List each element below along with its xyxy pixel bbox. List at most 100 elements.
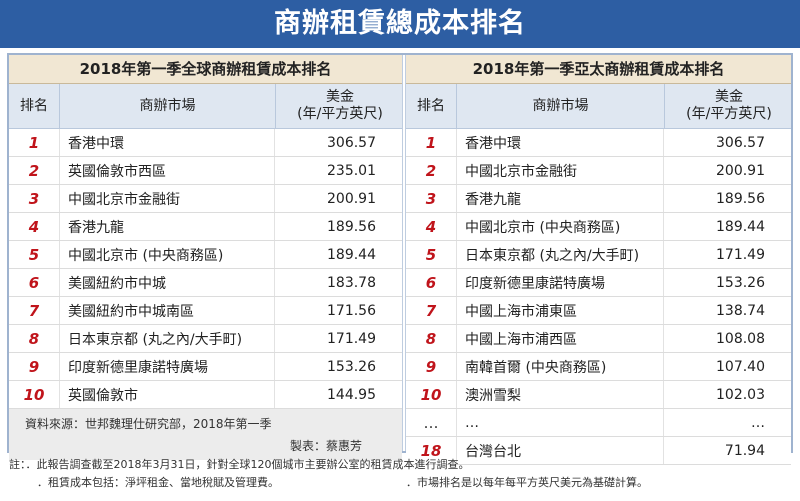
usd-cell: 108.08 bbox=[663, 325, 791, 352]
table-row: 5 中國北京市 (中央商務區) 189.44 bbox=[9, 241, 402, 269]
table-row: 3 香港九龍 189.56 bbox=[406, 185, 791, 213]
market-cell: 香港中環 bbox=[59, 129, 274, 156]
market-cell: 美國紐約市中城南區 bbox=[59, 297, 274, 324]
market-cell: 中國上海市浦東區 bbox=[456, 297, 663, 324]
rank-cell: 10 bbox=[23, 385, 45, 404]
rank-cell: 2 bbox=[425, 161, 437, 180]
market-cell: 印度新德里康諾特廣場 bbox=[456, 269, 663, 296]
apac-table-title: 2018年第一季亞太商辦租賃成本排名 bbox=[406, 55, 791, 84]
table-row: 2 英國倫敦市西區 235.01 bbox=[9, 157, 402, 185]
rank-cell: 10 bbox=[420, 385, 442, 404]
usd-header: 美金 (年/平方英尺) bbox=[275, 84, 404, 128]
market-cell: 中國上海市浦西區 bbox=[456, 325, 663, 352]
usd-cell: 235.01 bbox=[274, 157, 402, 184]
source-note: 資料來源：世邦魏理仕研究部，2018年第一季 bbox=[25, 417, 272, 431]
producer-credit: 製表：蔡惠芳 bbox=[289, 439, 362, 453]
usd-cell: 102.03 bbox=[663, 381, 791, 408]
rank-header: 排名 bbox=[20, 97, 48, 114]
table-row: 6 印度新德里康諾特廣場 153.26 bbox=[406, 269, 791, 297]
rank-cell: 6 bbox=[28, 273, 40, 292]
table-row: 8 中國上海市浦西區 108.08 bbox=[406, 325, 791, 353]
market-cell: 台灣台北 bbox=[456, 437, 663, 464]
rank-cell: 4 bbox=[28, 217, 40, 236]
rank-cell: 3 bbox=[28, 189, 40, 208]
footnote-survey-scope: 註：．此報告調查截至2018年3月31日，針對全球120個城市主要辦公室的租賃成… bbox=[9, 458, 470, 471]
rank-cell: 18 bbox=[420, 441, 442, 460]
table-row: 9 印度新德里康諾特廣場 153.26 bbox=[9, 353, 402, 381]
table-row: 3 中國北京市金融街 200.91 bbox=[9, 185, 402, 213]
usd-cell: 171.49 bbox=[663, 241, 791, 268]
usd-cell: 189.44 bbox=[274, 241, 402, 268]
usd-cell: 306.57 bbox=[663, 129, 791, 156]
table-row: 4 中國北京市 (中央商務區) 189.44 bbox=[406, 213, 791, 241]
market-cell: 香港九龍 bbox=[59, 213, 274, 240]
table-row: 18 台灣台北 71.94 bbox=[406, 437, 791, 465]
apac-ranking-panel: 2018年第一季亞太商辦租賃成本排名 排名 商辦市場 美金 (年/平方英尺) 1… bbox=[406, 55, 791, 465]
market-cell: 中國北京市 (中央商務區) bbox=[456, 213, 663, 240]
usd-cell: 71.94 bbox=[663, 437, 791, 464]
table-row: 7 中國上海市浦東區 138.74 bbox=[406, 297, 791, 325]
global-table-body: 1 香港中環 306.57 2 英國倫敦市西區 235.01 3 中國北京市金融街 200.91… bbox=[9, 129, 402, 409]
apac-table-header: 排名 商辦市場 美金 (年/平方英尺) bbox=[406, 84, 791, 129]
panel-divider bbox=[402, 55, 406, 451]
market-header: 商辦市場 bbox=[59, 84, 275, 128]
usd-header-label: 美金 bbox=[326, 89, 354, 105]
rank-cell: 1 bbox=[28, 133, 40, 152]
market-cell: 中國北京市金融街 bbox=[59, 185, 274, 212]
market-cell: 印度新德里康諾特廣場 bbox=[59, 353, 274, 380]
table-row: 9 南韓首爾 (中央商務區) 107.40 bbox=[406, 353, 791, 381]
market-cell: 英國倫敦市西區 bbox=[59, 157, 274, 184]
apac-table-body: 1 香港中環 306.57 2 中國北京市金融街 200.91 3 香港九龍 189.56 4 中國… bbox=[406, 129, 791, 465]
usd-cell: … bbox=[663, 409, 791, 436]
market-cell: 香港中環 bbox=[456, 129, 663, 156]
market-cell: 澳洲雪梨 bbox=[456, 381, 663, 408]
rank-cell: 9 bbox=[425, 357, 437, 376]
rank-cell: 8 bbox=[28, 329, 40, 348]
usd-header-label: 美金 bbox=[715, 89, 743, 105]
market-cell: 中國北京市 (中央商務區) bbox=[59, 241, 274, 268]
table-row: 1 香港中環 306.57 bbox=[9, 129, 402, 157]
table-row: 2 中國北京市金融街 200.91 bbox=[406, 157, 791, 185]
rank-cell: 2 bbox=[28, 161, 40, 180]
usd-cell: 306.57 bbox=[274, 129, 402, 156]
usd-cell: 171.49 bbox=[274, 325, 402, 352]
market-cell: 美國紐約市中城 bbox=[59, 269, 274, 296]
usd-header: 美金 (年/平方英尺) bbox=[664, 84, 793, 128]
market-cell: … bbox=[456, 409, 663, 436]
market-cell: 英國倫敦市 bbox=[59, 381, 274, 408]
usd-cell: 189.56 bbox=[663, 185, 791, 212]
rank-cell: 6 bbox=[425, 273, 437, 292]
table-row: 6 美國紐約市中城 183.78 bbox=[9, 269, 402, 297]
market-header: 商辦市場 bbox=[456, 84, 664, 128]
usd-cell: 153.26 bbox=[274, 353, 402, 380]
table-row: 4 香港九龍 189.56 bbox=[9, 213, 402, 241]
rank-cell: 5 bbox=[28, 245, 40, 264]
title-banner bbox=[0, 0, 800, 48]
usd-header-unit: (年/平方英尺) bbox=[297, 106, 383, 122]
rank-cell: 5 bbox=[425, 245, 437, 264]
table-row: 5 日本東京都 (丸之內/大手町) 171.49 bbox=[406, 241, 791, 269]
usd-cell: 200.91 bbox=[663, 157, 791, 184]
page-title: 商辦租賃總成本排名 bbox=[274, 8, 526, 39]
market-cell: 日本東京都 (丸之內/大手町) bbox=[456, 241, 663, 268]
rank-cell: 1 bbox=[425, 133, 437, 152]
table-row: 1 香港中環 306.57 bbox=[406, 129, 791, 157]
rank-cell: 9 bbox=[28, 357, 40, 376]
rank-cell: 7 bbox=[28, 301, 40, 320]
usd-cell: 144.95 bbox=[274, 381, 402, 408]
usd-header-unit: (年/平方英尺) bbox=[686, 106, 772, 122]
market-cell: 日本東京都 (丸之內/大手町) bbox=[59, 325, 274, 352]
rank-cell: 7 bbox=[425, 301, 437, 320]
footnote-ranking-basis: ．市場排名是以每年每平方英尺美元為基礎計算。 bbox=[406, 476, 648, 489]
usd-cell: 183.78 bbox=[274, 269, 402, 296]
usd-cell: 189.44 bbox=[663, 213, 791, 240]
table-row: 7 美國紐約市中城南區 171.56 bbox=[9, 297, 402, 325]
table-row: ……… bbox=[406, 409, 791, 437]
rank-cell: 3 bbox=[425, 189, 437, 208]
rank-cell: … bbox=[423, 413, 439, 432]
global-table-header: 排名 商辦市場 美金 (年/平方英尺) bbox=[9, 84, 402, 129]
market-cell: 中國北京市金融街 bbox=[456, 157, 663, 184]
global-ranking-panel: 2018年第一季全球商辦租賃成本排名 排名 商辦市場 美金 (年/平方英尺) 1… bbox=[9, 55, 402, 460]
rank-cell: 4 bbox=[425, 217, 437, 236]
market-cell: 南韓首爾 (中央商務區) bbox=[456, 353, 663, 380]
